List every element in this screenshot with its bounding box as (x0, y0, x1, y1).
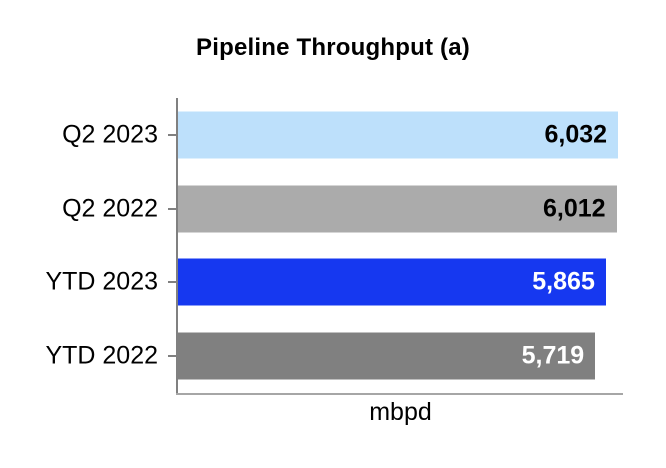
bar-row: YTD 2023 5,865 (45, 246, 623, 320)
bar-row: YTD 2022 5,719 (45, 319, 623, 393)
plot-area: Q2 2023 6,032 Q2 2022 6,012 YTD 2023 5,865 YTD… (45, 98, 623, 395)
y-axis-tick (168, 207, 176, 210)
value-label: 5,865 (532, 267, 595, 296)
value-label: 5,719 (521, 341, 585, 370)
value-label: 6,012 (543, 194, 606, 223)
chart-title: Pipeline Throughput (a) (196, 34, 470, 61)
y-axis-line (176, 98, 178, 395)
category-label: YTD 2022 (45, 341, 158, 370)
bar-row: Q2 2022 6,012 (62, 172, 623, 246)
bar-row: Q2 2023 6,032 (62, 98, 623, 172)
x-axis-line (176, 393, 623, 395)
y-axis-tick (168, 281, 176, 284)
category-label: Q2 2023 (62, 120, 158, 149)
value-label: 6,032 (544, 120, 608, 149)
category-label: YTD 2023 (45, 267, 158, 296)
category-label: Q2 2022 (62, 194, 158, 223)
bar-ytd-2022: 5,719 (178, 332, 596, 380)
bar-q2-2022: 6,012 (178, 185, 617, 233)
bar-q2-2023: 6,032 (178, 111, 619, 159)
x-axis-label: mbpd (369, 398, 432, 426)
bar-ytd-2023: 5,865 (178, 258, 606, 306)
y-axis-tick (168, 133, 176, 136)
bar-rows: Q2 2023 6,032 Q2 2022 6,012 YTD 2023 5,865 YTD… (45, 98, 623, 393)
y-axis-tick (168, 355, 176, 358)
